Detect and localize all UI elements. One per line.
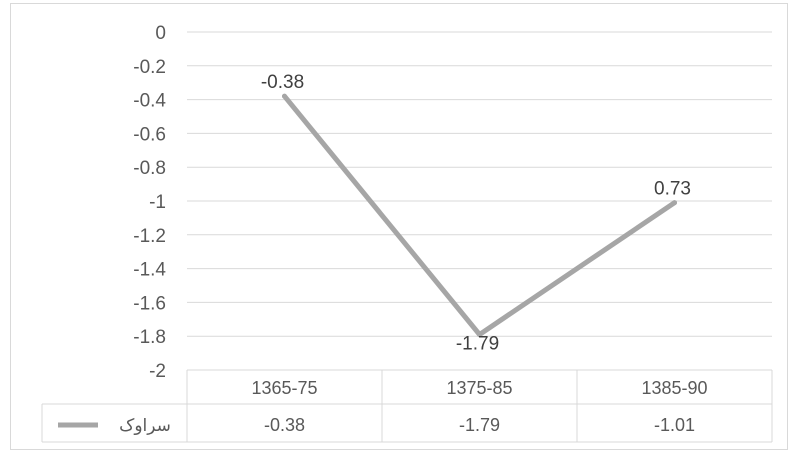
- series-line: [282, 93, 677, 338]
- y-tick-label: -1: [149, 192, 166, 213]
- data-point: [672, 200, 677, 206]
- y-tick-label: -1.6: [133, 293, 166, 314]
- y-tick-label: -0.6: [133, 124, 166, 145]
- data-table-header: 1365-75 1375-85 1385-90: [251, 378, 707, 398]
- y-axis-ticks: 0 -0.2 -0.4 -0.6 -0.8 -1 -1.2 -1.4 -1.6 -1.8 -2: [133, 23, 166, 382]
- x-category-label: 1375-85: [446, 378, 512, 398]
- data-point: [477, 332, 482, 338]
- data-point: [282, 93, 287, 99]
- data-table: 1365-75 1375-85 1385-90 سراوک -0.38 -1.79 -1…: [41, 369, 773, 443]
- y-tick-label: -1.8: [133, 327, 166, 348]
- table-value: -1.79: [459, 415, 500, 435]
- y-tick-label: -0.2: [133, 57, 166, 78]
- data-label: 0.73: [654, 179, 691, 200]
- data-label: -1.79: [456, 334, 499, 355]
- y-tick-label: -0.8: [133, 158, 166, 179]
- table-value: -0.38: [264, 415, 305, 435]
- y-tick-label: -0.4: [133, 91, 166, 112]
- x-category-label: 1365-75: [251, 378, 317, 398]
- y-tick-label: -2: [149, 361, 166, 382]
- series-layer: [282, 93, 677, 338]
- legend-series-name: سراوک: [119, 416, 171, 436]
- y-tick-label: 0: [155, 23, 166, 44]
- y-tick-label: -1.2: [133, 226, 166, 247]
- data-label: -0.38: [261, 72, 304, 93]
- data-labels: -0.38 -1.79 0.73: [261, 72, 691, 354]
- chart-frame: [10, 3, 788, 450]
- y-tick-label: -1.4: [133, 260, 166, 281]
- table-value: -1.01: [654, 415, 695, 435]
- data-table-row: سراوک -0.38 -1.79 -1.01: [58, 415, 695, 436]
- x-category-label: 1385-90: [641, 378, 707, 398]
- data-table-borders: [41, 369, 773, 443]
